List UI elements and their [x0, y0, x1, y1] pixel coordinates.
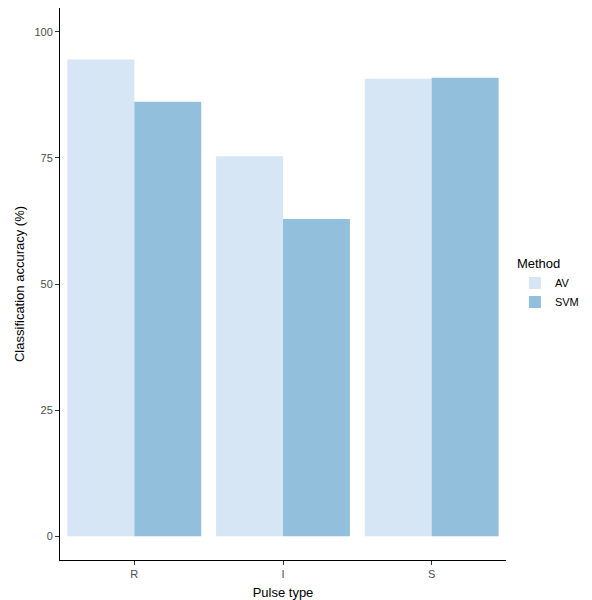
- svg-text:Pulse type: Pulse type: [253, 585, 314, 600]
- svg-text:AV: AV: [555, 277, 570, 289]
- svg-text:I: I: [281, 568, 284, 580]
- svg-text:R: R: [130, 568, 138, 580]
- svg-text:Method: Method: [517, 256, 560, 271]
- svg-text:25: 25: [41, 404, 53, 416]
- svg-text:SVM: SVM: [555, 296, 579, 308]
- svg-text:75: 75: [41, 152, 53, 164]
- svg-text:Classification accuracy (%): Classification accuracy (%): [12, 206, 27, 362]
- svg-text:0: 0: [47, 530, 53, 542]
- svg-text:50: 50: [41, 278, 53, 290]
- svg-text:100: 100: [34, 26, 52, 38]
- svg-text:S: S: [428, 568, 435, 580]
